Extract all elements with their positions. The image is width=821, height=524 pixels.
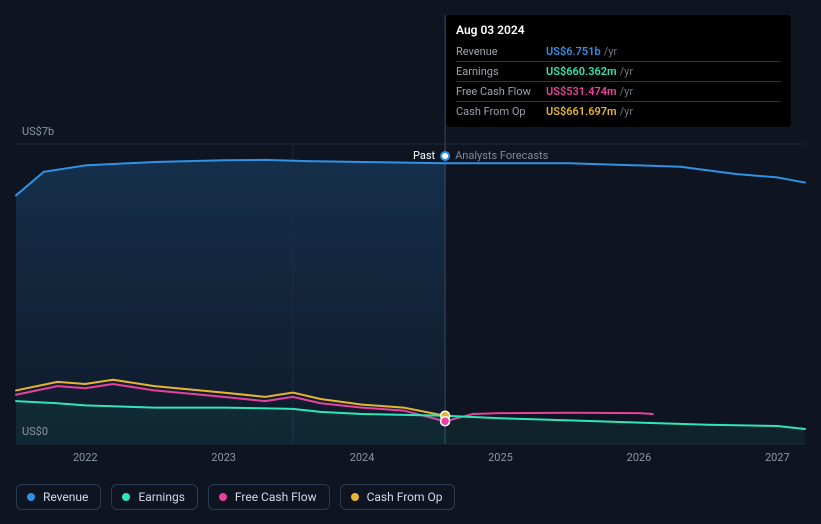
x-axis-label: 2025 [488,451,513,464]
x-axis-label: 2022 [73,451,98,464]
legend-label: Earnings [138,490,185,504]
legend-dot [122,493,130,501]
y-axis-label-bottom: US$0 [22,425,48,438]
legend-item-earnings[interactable]: Earnings [111,484,198,510]
legend-dot [351,493,359,501]
forecast-label: Analysts Forecasts [455,149,548,162]
divider-marker [441,152,449,160]
x-axis-label: 2026 [627,451,652,464]
legend-dot [219,493,227,501]
legend-label: Cash From Op [367,490,443,504]
past-label: Past [413,149,435,162]
legend-dot [27,493,35,501]
chart-legend: Revenue Earnings Free Cash Flow Cash From O… [16,484,455,510]
x-axis-label: 2027 [765,451,790,464]
x-axis-label: 2024 [350,451,375,464]
earnings-revenue-chart: { "chart": { "type": "line-area", "width… [0,0,821,524]
y-axis-label-top: US$7b [22,125,54,138]
legend-item-fcf[interactable]: Free Cash Flow [208,484,330,510]
legend-item-cfo[interactable]: Cash From Op [340,484,456,510]
legend-label: Revenue [43,490,88,504]
cursor-marker-fcf [441,417,450,426]
past-region-fill [16,160,445,444]
legend-item-revenue[interactable]: Revenue [16,484,101,510]
legend-label: Free Cash Flow [235,490,317,504]
chart-svg [0,0,821,524]
x-axis-label: 2023 [211,451,236,464]
